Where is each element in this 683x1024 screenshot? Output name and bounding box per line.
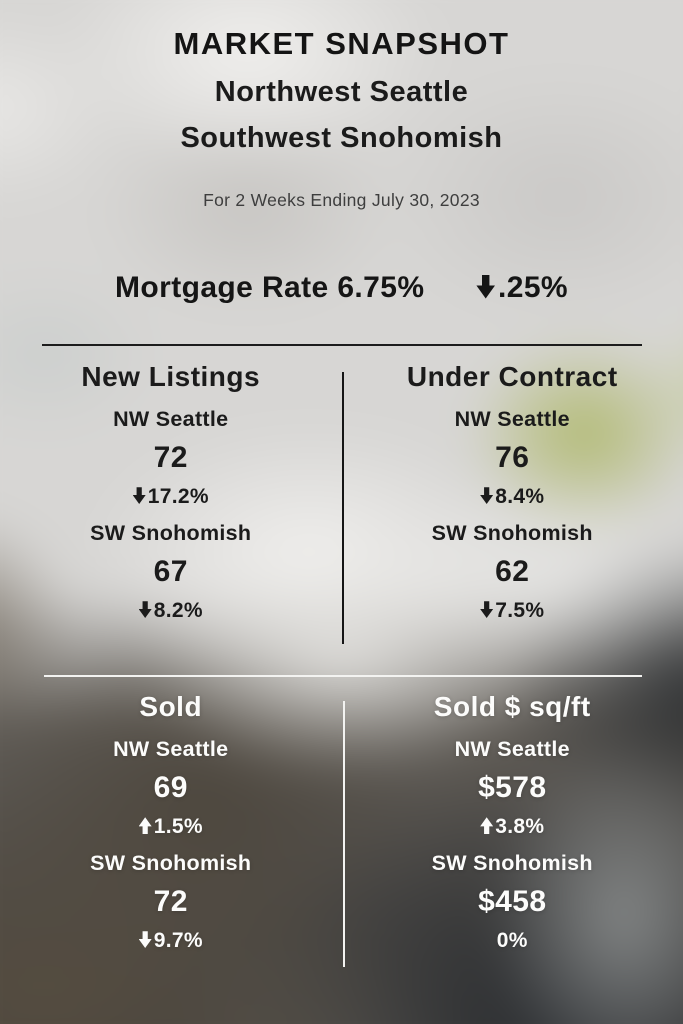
section-title: Under Contract: [406, 361, 618, 392]
down-arrow-icon: [138, 601, 152, 619]
mortgage-rate-text: Mortgage Rate 6.75%: [115, 271, 424, 305]
section-sold: Sold NW Seattle 69 1.5% SW Snohomish 72 …: [0, 690, 342, 964]
area-label: SW Snohomish: [90, 521, 252, 545]
change-value: 17.2%: [147, 485, 209, 508]
region-subtitle-sw-snohomish: Southwest Snohomish: [180, 122, 503, 154]
area-change: 8.2%: [0, 598, 342, 624]
section-sold-price-sqft: Sold $ sq/ft NW Seattle $578 3.8% SW Sno…: [342, 690, 683, 964]
top-horizontal-divider: [42, 344, 642, 346]
up-arrow-icon: [480, 817, 494, 835]
area-change: 3.8%: [342, 814, 683, 840]
top-vertical-divider: [342, 372, 344, 644]
area-value: $578: [478, 771, 547, 804]
area-value: 76: [495, 441, 530, 474]
down-arrow-icon: [132, 487, 146, 505]
change-value: 1.5%: [153, 815, 203, 838]
area-value: 69: [153, 771, 188, 804]
change-value: 3.8%: [495, 815, 545, 838]
bottom-vertical-divider: [343, 701, 345, 967]
change-value: 8.4%: [495, 485, 545, 508]
section-title: Sold $ sq/ft: [433, 691, 591, 722]
down-arrow-icon: [480, 601, 494, 619]
change-value: 0%: [496, 929, 528, 952]
area-value: 62: [495, 555, 530, 588]
change-value: 9.7%: [153, 929, 203, 952]
area-value: 72: [153, 885, 188, 918]
section-title: Sold: [139, 691, 203, 722]
down-arrow-icon: [476, 274, 495, 299]
bottom-stats-band: Sold NW Seattle 69 1.5% SW Snohomish 72 …: [0, 690, 683, 964]
section-new-listings: New Listings NW Seattle 72 17.2% SW Snoh…: [0, 360, 342, 634]
area-value: 72: [153, 441, 188, 474]
area-change: 9.7%: [0, 928, 342, 954]
area-change: 1.5%: [0, 814, 342, 840]
up-arrow-icon: [138, 817, 152, 835]
area-label: SW Snohomish: [431, 851, 593, 875]
area-label: SW Snohomish: [431, 521, 593, 545]
report-period: For 2 Weeks Ending July 30, 2023: [203, 190, 480, 210]
area-change: 7.5%: [342, 598, 683, 624]
area-value: $458: [478, 885, 547, 918]
mortgage-change-value: .25%: [498, 271, 568, 304]
area-value: 67: [153, 555, 188, 588]
area-label: NW Seattle: [454, 407, 570, 431]
mortgage-rate-value: 6.75%: [337, 271, 425, 304]
top-stats-band: New Listings NW Seattle 72 17.2% SW Snoh…: [0, 360, 683, 634]
change-value: 7.5%: [495, 599, 545, 622]
section-title: New Listings: [81, 361, 261, 392]
down-arrow-icon: [138, 931, 152, 949]
area-label: NW Seattle: [113, 407, 229, 431]
area-change: 8.4%: [342, 484, 683, 510]
page-title: MARKET SNAPSHOT: [173, 26, 510, 61]
change-value: 8.2%: [153, 599, 203, 622]
region-subtitle-nw-seattle: Northwest Seattle: [214, 76, 469, 108]
mortgage-rate-label: Mortgage Rate: [115, 271, 329, 304]
area-label: NW Seattle: [113, 737, 229, 761]
mortgage-rate-change: .25%: [476, 271, 568, 305]
bottom-horizontal-divider: [44, 675, 642, 677]
area-label: SW Snohomish: [90, 851, 252, 875]
area-change: 17.2%: [0, 484, 342, 510]
area-change: 0%: [342, 928, 683, 954]
area-label: NW Seattle: [454, 737, 570, 761]
down-arrow-icon: [480, 487, 494, 505]
mortgage-rate-line: Mortgage Rate 6.75% .25%: [0, 271, 683, 305]
section-under-contract: Under Contract NW Seattle 76 8.4% SW Sno…: [342, 360, 683, 634]
